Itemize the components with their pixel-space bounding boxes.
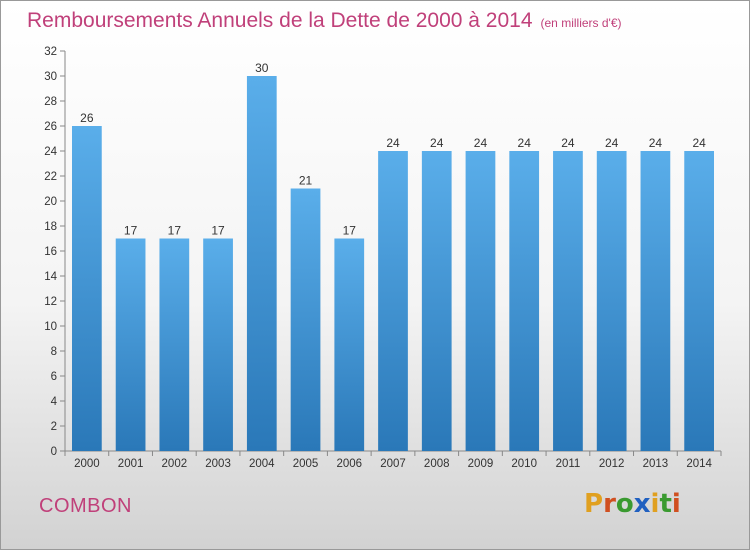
x-tick-label: 2006 <box>336 458 362 470</box>
x-tick-label: 2014 <box>686 458 712 470</box>
data-label: 24 <box>474 136 488 150</box>
data-label: 24 <box>430 136 444 150</box>
bar <box>465 151 496 451</box>
y-tick-label: 10 <box>44 321 57 333</box>
bar <box>115 238 146 451</box>
data-label: 21 <box>299 174 313 188</box>
bar <box>71 126 102 451</box>
y-tick-label: 12 <box>44 296 57 308</box>
logo-letter: o <box>615 489 634 519</box>
bar <box>509 151 540 451</box>
bar <box>290 188 321 451</box>
x-tick-label: 2013 <box>643 458 669 470</box>
bar <box>334 238 365 451</box>
proxiti-logo: Proxiti <box>584 489 681 519</box>
data-label: 24 <box>561 136 575 150</box>
y-tick-label: 6 <box>51 371 57 383</box>
bars <box>71 76 715 451</box>
x-tick-label: 2007 <box>380 458 406 470</box>
y-tick-label: 0 <box>51 446 57 458</box>
data-label: 30 <box>255 61 269 75</box>
bar <box>553 151 583 451</box>
x-tick-label: 2008 <box>424 458 450 470</box>
y-tick-label: 18 <box>44 221 57 233</box>
chart-unit: (en milliers d'€) <box>540 16 622 30</box>
x-tick-label: 2001 <box>118 458 144 470</box>
logo-letter: i <box>650 489 660 519</box>
y-tick-label: 14 <box>44 271 57 283</box>
bar <box>159 238 190 451</box>
data-label: 26 <box>80 111 94 125</box>
data-label: 24 <box>386 136 400 150</box>
data-label: 24 <box>649 136 663 150</box>
logo-letter: r <box>603 489 616 519</box>
chart-title: Remboursements Annuels de la Dette de 20… <box>27 9 622 33</box>
y-tick-label: 20 <box>44 196 57 208</box>
y-tick-label: 22 <box>44 171 57 183</box>
data-label: 17 <box>168 224 182 238</box>
x-tick-label: 2012 <box>599 458 625 470</box>
x-tick-label: 2002 <box>162 458 188 470</box>
y-tick-label: 16 <box>44 246 57 258</box>
y-tick-label: 26 <box>44 121 57 133</box>
logo-letter: x <box>633 489 651 519</box>
y-tick-label: 8 <box>51 346 57 358</box>
y-tick-label: 28 <box>44 96 57 108</box>
data-label: 24 <box>692 136 706 150</box>
bar <box>596 151 627 451</box>
y-tick-label: 30 <box>44 71 57 83</box>
x-tick-label: 2004 <box>249 458 275 470</box>
data-label: 24 <box>605 136 619 150</box>
x-tick-label: 2011 <box>556 458 581 470</box>
chart-title-text: Remboursements Annuels de la Dette de 20… <box>27 9 533 32</box>
y-tick-label: 2 <box>51 421 57 433</box>
y-tick-label: 4 <box>51 396 58 408</box>
bar <box>246 76 277 451</box>
bar <box>421 151 452 451</box>
x-tick-label: 2010 <box>511 458 537 470</box>
logo-letter: t <box>659 489 672 519</box>
data-label: 24 <box>518 136 532 150</box>
data-label: 17 <box>211 224 225 238</box>
logo-letter: i <box>671 489 681 519</box>
data-label: 17 <box>124 224 138 238</box>
town-name: COMBON <box>39 495 132 517</box>
x-tick-label: 2000 <box>74 458 100 470</box>
bar <box>203 238 233 451</box>
bar <box>640 151 671 451</box>
y-tick-label: 32 <box>44 46 57 58</box>
x-tick-label: 2005 <box>293 458 319 470</box>
bar <box>378 151 408 451</box>
data-label: 17 <box>343 224 357 238</box>
logo-letter: P <box>584 489 604 519</box>
bar <box>684 151 715 451</box>
y-tick-label: 24 <box>44 146 57 158</box>
x-tick-label: 2009 <box>468 458 494 470</box>
x-tick-label: 2003 <box>205 458 231 470</box>
data-labels: 26 17 17 17 30 21 17 24 24 24 24 24 24 24 24 <box>80 61 706 238</box>
